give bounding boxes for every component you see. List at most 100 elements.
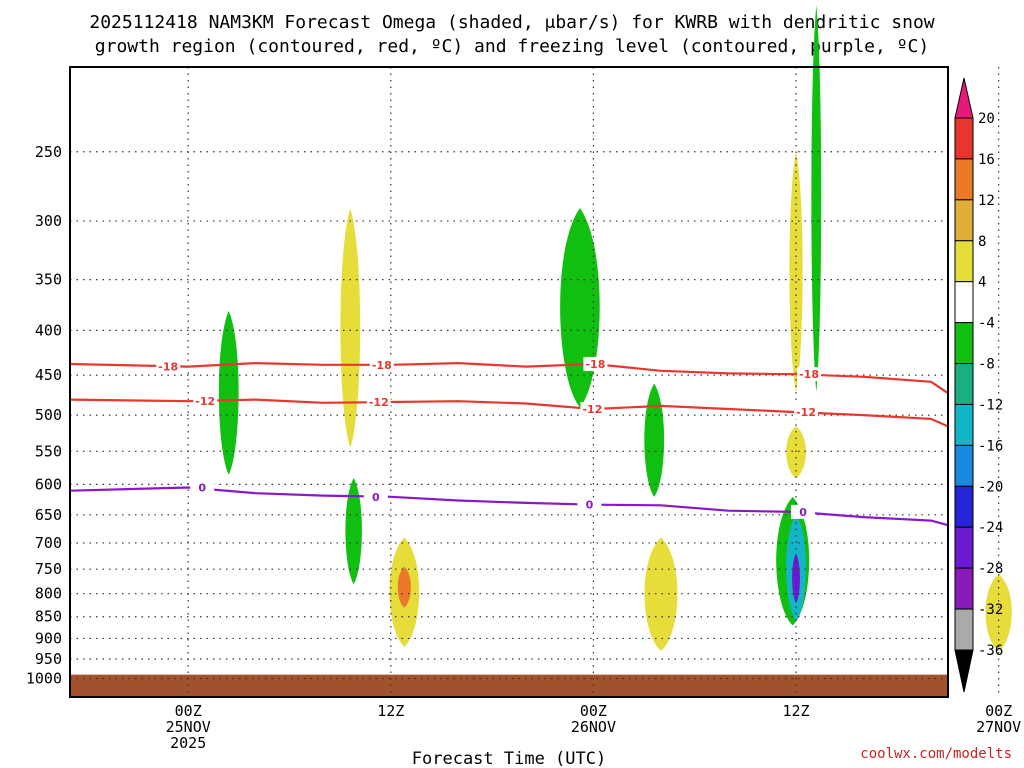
colorbar-bottom-arrow bbox=[954, 649, 974, 693]
contour-label-1-0: -12 bbox=[195, 395, 215, 408]
y-tick-label-450: 450 bbox=[35, 366, 62, 384]
contour-label-1-1: -12 bbox=[369, 396, 389, 409]
colorbar-bin-2 bbox=[954, 199, 974, 242]
y-tick-label-700: 700 bbox=[35, 534, 62, 552]
omega-area-ascent-column-00z bbox=[218, 310, 239, 475]
x-tick-label-0-1: 25NOV bbox=[166, 718, 211, 736]
contour-label-bg-0-1 bbox=[369, 357, 394, 372]
colorbar-label--32: -32 bbox=[978, 602, 1003, 618]
x-tick-label-24-0: 00Z bbox=[985, 702, 1012, 720]
y-tick-label-800: 800 bbox=[35, 585, 62, 603]
colorbar-bin-4 bbox=[954, 281, 974, 324]
colorbar-bin-5 bbox=[954, 322, 974, 365]
contour-label-0-1: -18 bbox=[372, 359, 392, 372]
colorbar-bin-6 bbox=[954, 363, 974, 405]
contour-label-0-2: -18 bbox=[585, 358, 605, 371]
y-tick-label-250: 250 bbox=[35, 143, 62, 161]
omega-area-sink-12z-mid bbox=[786, 426, 806, 479]
contour-label-2-2: 0 bbox=[586, 499, 594, 512]
chart-title-line-2: growth region (contoured, red, ºC) and f… bbox=[95, 36, 929, 57]
x-tick-label-12-1: 26NOV bbox=[571, 718, 616, 736]
x-tick-label-0-0: 00Z bbox=[175, 702, 202, 720]
colorbar-label-8: 8 bbox=[978, 234, 986, 250]
colorbar-bin-9 bbox=[954, 485, 974, 528]
colorbar-label-12: 12 bbox=[978, 193, 995, 209]
contour-label-1-2: -12 bbox=[582, 403, 602, 416]
omega-area-ascent-09z-low bbox=[345, 478, 362, 585]
colorbar-bin-11 bbox=[954, 567, 974, 610]
contour-label-bg-1-1 bbox=[366, 394, 391, 409]
colorbar-label--36: -36 bbox=[978, 643, 1003, 659]
colorbar-label--4: -4 bbox=[978, 316, 995, 332]
omega-area-weak-sink-10z bbox=[340, 208, 361, 448]
contour-label-0-3: -18 bbox=[799, 368, 819, 381]
colorbar: 20 16 12 8 4 -4 -8 -12 -16 -20 -24 -28 -32 -36 bbox=[954, 77, 1003, 693]
x-tick-label-18-0: 12Z bbox=[782, 702, 809, 720]
omega-area-sink-27nov bbox=[985, 574, 1012, 651]
x-tick-label-12-0: 00Z bbox=[580, 702, 607, 720]
x-tick-label-0-2: 2025 bbox=[170, 734, 206, 752]
contour-label-bg-0-0 bbox=[156, 359, 181, 374]
contour-label-2-0: 0 bbox=[198, 482, 206, 495]
contour-label-bg-2-2 bbox=[577, 497, 602, 512]
ground-band bbox=[70, 674, 948, 697]
omega-area-sink-02z-low bbox=[644, 537, 678, 651]
colorbar-label--16: -16 bbox=[978, 438, 1003, 454]
colorbar-label--24: -24 bbox=[978, 520, 1003, 536]
colorbar-bin-3 bbox=[954, 240, 974, 283]
colorbar-bin-7 bbox=[954, 403, 974, 446]
plot-frame bbox=[69, 66, 949, 698]
contour-label-bg-2-0 bbox=[190, 480, 215, 495]
y-tick-label-650: 650 bbox=[35, 506, 62, 524]
contour-line-1 bbox=[69, 398, 949, 428]
y-tick-label-950: 950 bbox=[35, 650, 62, 668]
contour-label-bg-2-1 bbox=[363, 489, 388, 504]
contour-line-0 bbox=[69, 361, 949, 395]
omega-area-ascent-02z-mid bbox=[644, 383, 665, 497]
y-tick-label-550: 550 bbox=[35, 442, 62, 460]
plot-area: -18 -18 -18-18-12 -12-12 -120000250300350400… bbox=[26, 5, 1021, 752]
colorbar-label--8: -8 bbox=[978, 357, 995, 373]
y-tick-label-350: 350 bbox=[35, 271, 62, 289]
colorbar-label-16: 16 bbox=[978, 152, 995, 168]
omega-area-ascent-12z-max bbox=[792, 553, 800, 604]
contour-label-2-1: 0 bbox=[372, 491, 380, 504]
omega-area-sink-11z-core bbox=[397, 566, 411, 608]
colorbar-bin-0 bbox=[954, 117, 974, 160]
y-tick-label-400: 400 bbox=[35, 321, 62, 339]
colorbar-label--28: -28 bbox=[978, 561, 1003, 577]
omega-area-sink-12z-upper bbox=[789, 151, 803, 392]
contour-label-2-3: 0 bbox=[799, 506, 807, 519]
credit-text: coolwx.com/modelts bbox=[860, 746, 1012, 762]
x-tick-label-6-0: 12Z bbox=[377, 702, 404, 720]
colorbar-top-arrow bbox=[954, 77, 974, 119]
colorbar-label--20: -20 bbox=[978, 479, 1003, 495]
colorbar-label--12: -12 bbox=[978, 397, 1003, 413]
chart-title-line-1: 2025112418 NAM3KM Forecast Omega (shaded… bbox=[89, 12, 934, 33]
y-tick-label-300: 300 bbox=[35, 212, 62, 230]
contour-label-bg-1-2 bbox=[580, 401, 605, 416]
y-tick-label-500: 500 bbox=[35, 406, 62, 424]
y-tick-label-850: 850 bbox=[35, 608, 62, 626]
y-tick-label-900: 900 bbox=[35, 629, 62, 647]
x-axis-label: Forecast Time (UTC) bbox=[412, 749, 606, 768]
colorbar-bin-10 bbox=[954, 526, 974, 569]
contour-label-bg-2-3 bbox=[791, 504, 816, 519]
y-tick-label-600: 600 bbox=[35, 475, 62, 493]
contour-label-0-0: -18 bbox=[158, 361, 178, 374]
omega-area-ascent-13z-upper bbox=[811, 5, 822, 392]
contour-label-bg-1-3 bbox=[794, 405, 819, 420]
x-tick-label-24-1: 27NOV bbox=[976, 718, 1021, 736]
contour-label-bg-0-3 bbox=[797, 367, 822, 382]
y-tick-label-1000: 1000 bbox=[26, 669, 62, 687]
contour-label-bg-1-0 bbox=[193, 394, 218, 409]
contour-label-1-3: -12 bbox=[796, 406, 816, 419]
colorbar-bin-1 bbox=[954, 158, 974, 201]
contour-label-bg-0-2 bbox=[583, 356, 608, 371]
contour-line-2 bbox=[69, 486, 949, 527]
colorbar-label-20: 20 bbox=[978, 111, 995, 127]
y-tick-label-750: 750 bbox=[35, 560, 62, 578]
colorbar-label-4: 4 bbox=[978, 275, 986, 291]
colorbar-bin-12 bbox=[954, 608, 974, 651]
